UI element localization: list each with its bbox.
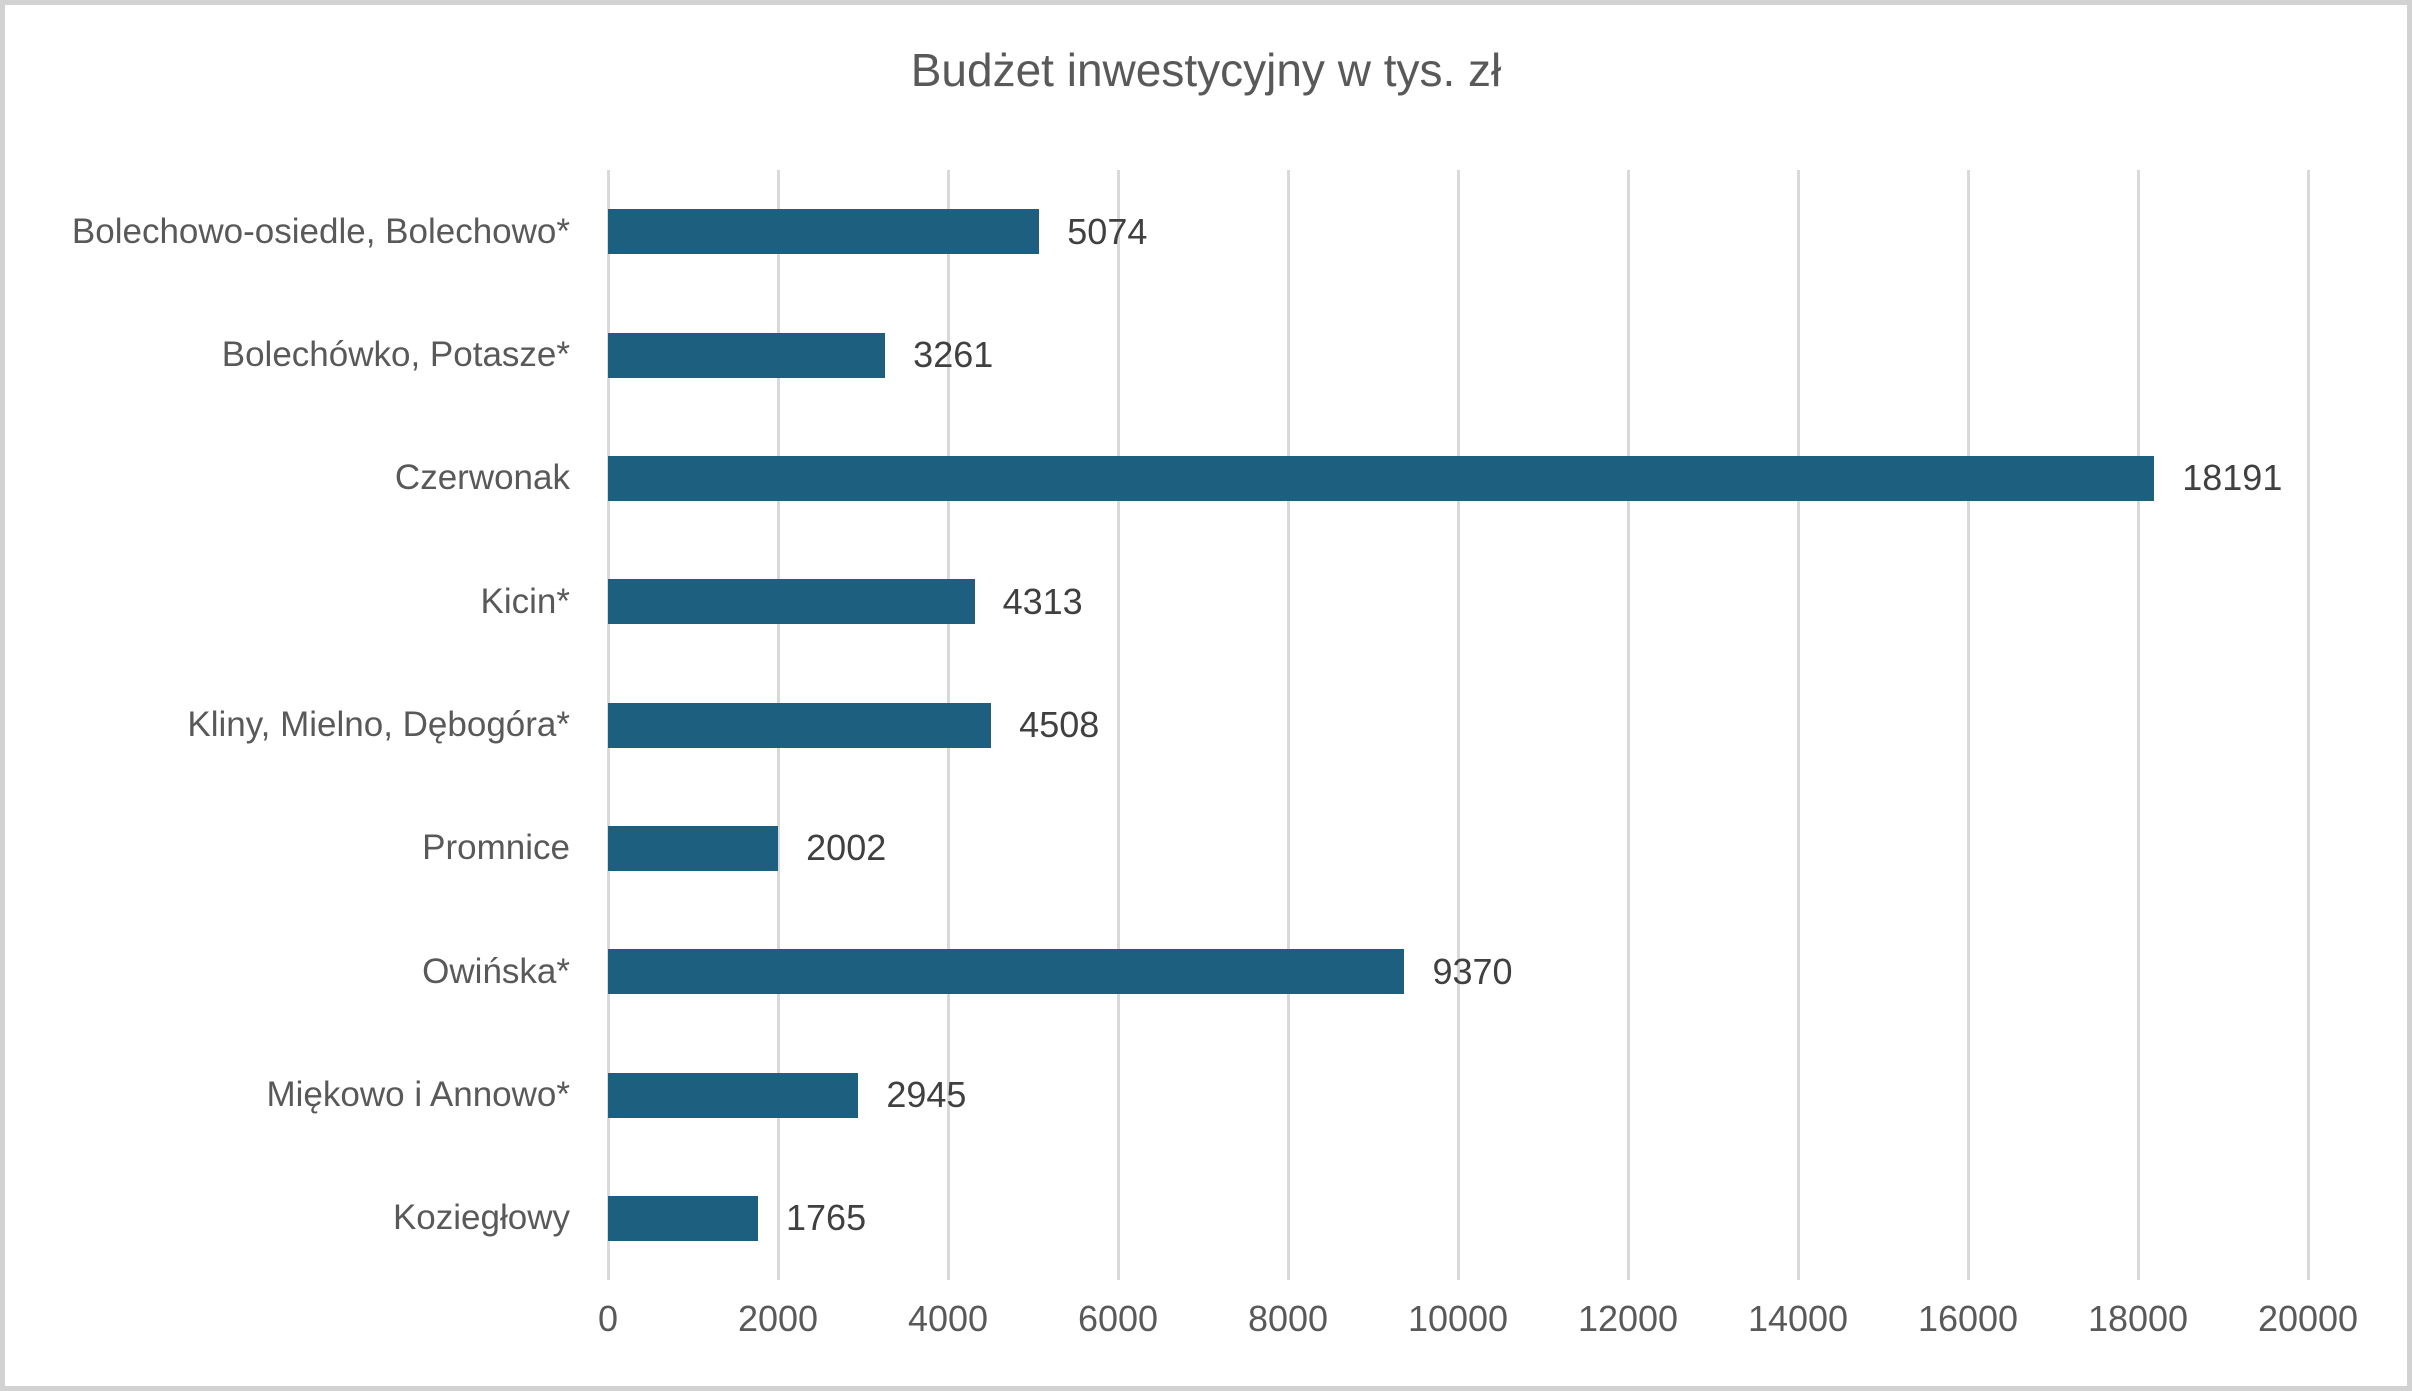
value-label: 3261 <box>913 334 994 375</box>
category-label: Czerwonak <box>394 458 570 498</box>
bar <box>608 455 2155 501</box>
x-gridline <box>1116 170 1120 1280</box>
chart-title: Budżet inwestycyjny w tys. zł <box>910 44 1502 96</box>
value-label: 2002 <box>806 827 887 869</box>
x-gridline <box>1966 170 1970 1280</box>
value-label: 4313 <box>1002 580 1083 622</box>
x-axis-tick-label: 6000 <box>1077 1298 1159 1339</box>
x-gridline <box>1286 170 1290 1280</box>
x-gridline <box>1796 170 1800 1280</box>
x-gridline <box>1626 170 1630 1280</box>
value-label: 9370 <box>1432 950 1513 992</box>
category-label: Promnice <box>422 828 570 868</box>
x-axis-tick-label: 4000 <box>907 1298 989 1339</box>
x-gridline <box>2136 170 2140 1280</box>
value-label: 2945 <box>886 1074 967 1115</box>
value-label: 4508 <box>1019 704 1100 745</box>
category-label: Kicin* <box>480 581 570 621</box>
bar <box>608 949 1405 995</box>
x-axis-tick-label: 18000 <box>2087 1298 2189 1339</box>
x-axis-tick-label: 0 <box>597 1298 619 1339</box>
x-gridline <box>1456 170 1460 1280</box>
bar <box>608 825 779 871</box>
category-label: Koziegłowy <box>392 1198 570 1238</box>
category-label: Miękowo i Annowo* <box>266 1075 571 1114</box>
bar <box>608 1195 759 1241</box>
x-axis-tick-label: 16000 <box>1917 1298 2019 1339</box>
x-axis-tick-label: 10000 <box>1407 1298 1509 1339</box>
x-axis-tick-label: 12000 <box>1577 1298 1679 1339</box>
category-label: Bolechowo-osiedle, Bolechowo* <box>71 211 570 251</box>
category-label: Bolechówko, Potasze* <box>221 335 570 374</box>
category-label: Kliny, Mielno, Dębogóra* <box>187 705 570 744</box>
bar <box>608 1072 859 1118</box>
x-axis-tick-label: 8000 <box>1247 1298 1329 1339</box>
x-axis-tick-label: 2000 <box>737 1298 819 1339</box>
bar <box>608 332 886 378</box>
x-gridline <box>2306 170 2310 1280</box>
bar <box>608 579 975 625</box>
value-label: 1765 <box>786 1197 867 1239</box>
x-axis-tick-label: 14000 <box>1747 1298 1849 1339</box>
value-label: 18191 <box>2182 457 2283 499</box>
bar <box>608 209 1040 255</box>
x-axis-tick-label: 20000 <box>2257 1298 2359 1339</box>
value-label: 5074 <box>1067 210 1148 252</box>
bar <box>608 702 992 748</box>
category-label: Owińska* <box>422 951 570 991</box>
